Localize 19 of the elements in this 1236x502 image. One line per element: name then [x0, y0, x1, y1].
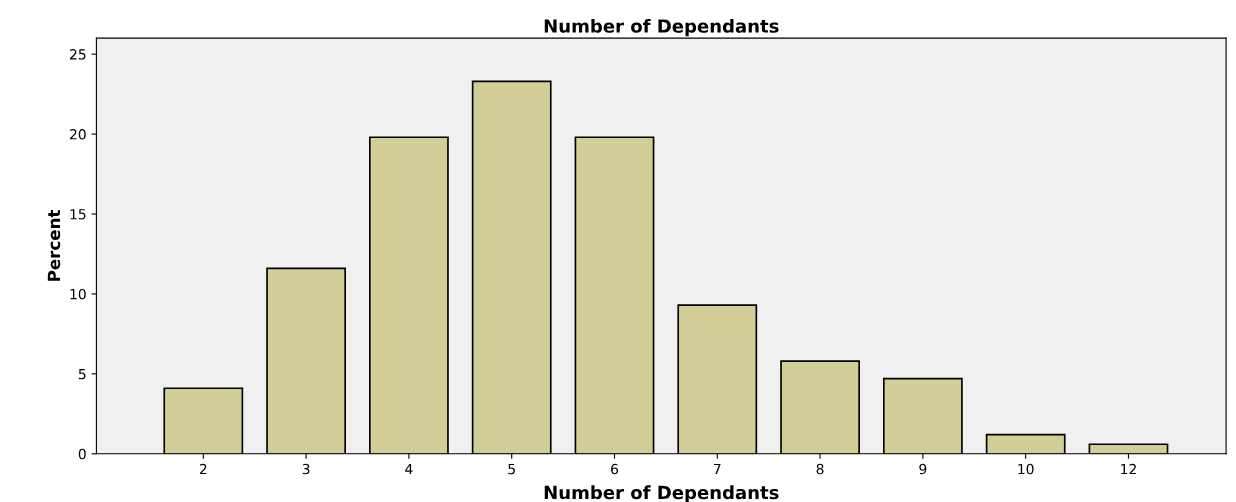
y-tick-label: 20: [70, 129, 86, 140]
x-tick-label: 9: [919, 463, 927, 475]
x-tick-label: 6: [611, 463, 619, 475]
x-tick-label: 3: [302, 463, 310, 475]
x-tick-label: 5: [508, 463, 515, 475]
y-tick-label: 25: [70, 49, 86, 60]
y-axis-title: Percent: [47, 209, 61, 281]
x-tick-label: 10: [1018, 463, 1034, 475]
chart-title: Number of Dependants: [544, 18, 779, 37]
x-tick-label: 2: [199, 463, 207, 475]
y-tick-label: 0: [78, 448, 86, 460]
y-tick-label: 5: [78, 369, 86, 380]
x-axis-title: Number of Dependants: [544, 485, 779, 502]
x-tick-label: 8: [816, 463, 824, 475]
x-tick-label: 12: [1121, 463, 1136, 475]
x-tick-label: 4: [405, 463, 413, 475]
y-tick-label: 15: [70, 209, 86, 220]
y-tick-label: 10: [70, 288, 86, 300]
x-tick-label: 7: [714, 463, 721, 475]
